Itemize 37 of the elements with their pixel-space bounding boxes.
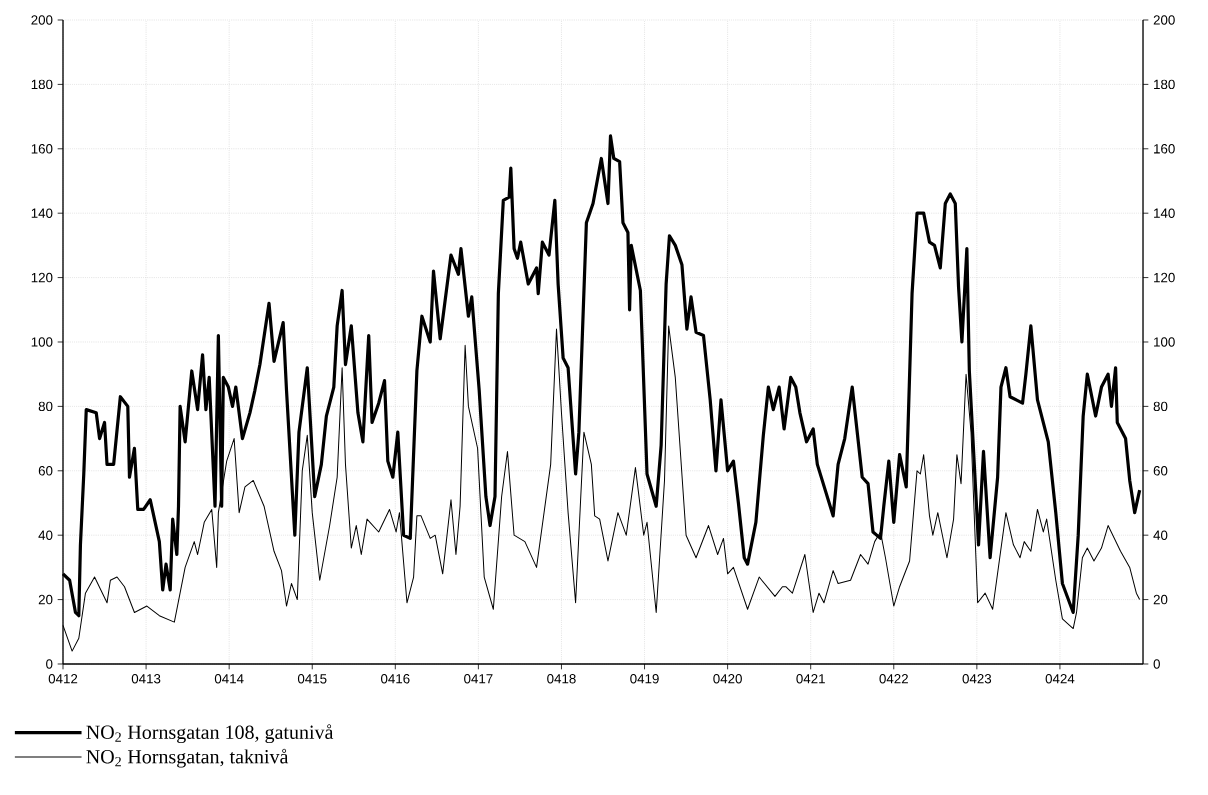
y2-tick-label: 0 bbox=[1153, 659, 1160, 669]
x-tick-label: 0423 bbox=[962, 674, 992, 684]
y2-tick-label: 40 bbox=[1153, 530, 1168, 540]
x-tick-label: 0415 bbox=[297, 674, 327, 684]
y-tick-label: 60 bbox=[38, 466, 53, 476]
y2-tick-label: 120 bbox=[1154, 272, 1175, 283]
x-tick-label: 0420 bbox=[713, 674, 742, 684]
x-tick-label: 0418 bbox=[547, 674, 576, 684]
y-tick-label: 160 bbox=[31, 144, 53, 154]
y-tick-label: 80 bbox=[38, 401, 53, 412]
y2-tick-label: 80 bbox=[1153, 401, 1168, 412]
legend-label: NO$_{2}$ Hornsgatan, taknivå bbox=[86, 748, 289, 768]
x-tick-label: 0422 bbox=[879, 674, 908, 684]
y2-tick-label: 20 bbox=[1153, 594, 1168, 605]
y2-tick-label: 160 bbox=[1154, 144, 1175, 154]
y2-tick-label: 100 bbox=[1154, 337, 1175, 347]
legend-label: NO$_{2}$ Hornsgatan 108, gatunivå bbox=[86, 724, 334, 744]
y-tick-label: 120 bbox=[31, 272, 53, 283]
y-tick-label: 0 bbox=[46, 659, 53, 669]
y-tick-label: 180 bbox=[31, 79, 53, 90]
y-tick-label: 100 bbox=[31, 337, 53, 347]
y-tick-label: 20 bbox=[38, 594, 53, 605]
x-tick-label: 0419 bbox=[630, 674, 659, 684]
y2-tick-label: 140 bbox=[1154, 208, 1175, 218]
y2-tick-label: 200 bbox=[1153, 15, 1175, 25]
x-tick-label: 0414 bbox=[214, 674, 244, 684]
x-tick-label: 0413 bbox=[131, 674, 161, 684]
x-tick-label: 0424 bbox=[1045, 674, 1075, 684]
y-tick-label: 40 bbox=[38, 530, 53, 540]
x-tick-label: 0412 bbox=[48, 674, 78, 684]
y-tick-label: 140 bbox=[31, 208, 53, 218]
x-tick-label: 0417 bbox=[464, 674, 493, 684]
y2-tick-label: 180 bbox=[1154, 79, 1175, 90]
y-tick-label: 200 bbox=[31, 15, 53, 25]
x-tick-label: 0421 bbox=[796, 674, 825, 684]
y2-tick-label: 60 bbox=[1153, 466, 1168, 476]
x-tick-label: 0416 bbox=[381, 674, 410, 684]
